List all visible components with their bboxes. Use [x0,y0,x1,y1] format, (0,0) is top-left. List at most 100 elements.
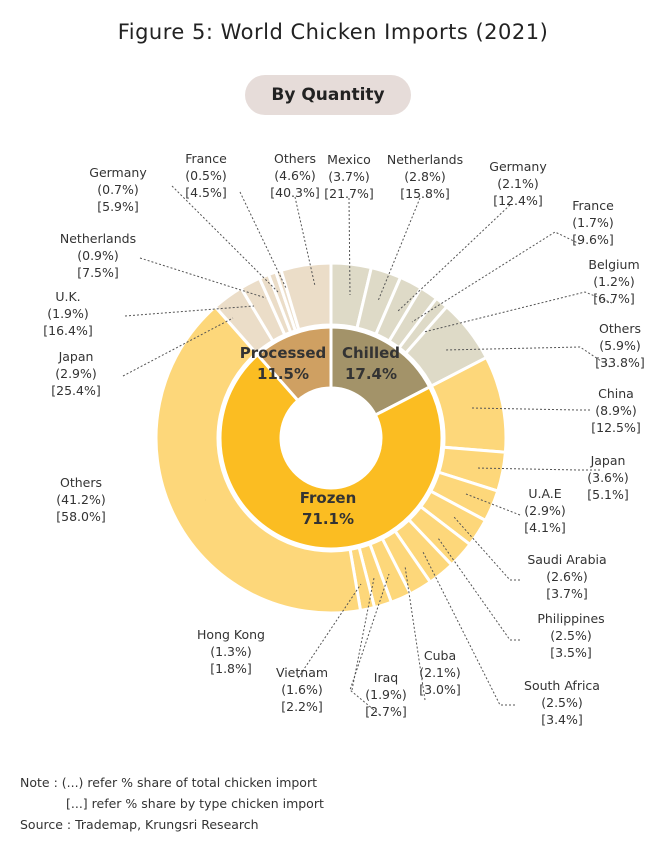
leader-chilled-others [444,346,611,368]
label-processed-germany: Germany (0.7%) [5.9%] [89,165,147,214]
label-line: U.K. [55,289,80,304]
leader-processed-japan [122,317,234,377]
label-line: [9.6%] [572,232,614,247]
leader-frozen-china [471,407,590,411]
leader-processed-germany [171,185,279,293]
label-frozen-japan: Japan (3.6%) [5.1%] [587,453,629,502]
label-line: [3.5%] [550,645,592,660]
label-frozen-saudi-arabia: Saudi Arabia (2.6%) [3.7%] [527,552,606,601]
label-line: [40.3%] [270,185,319,200]
outer-slice-processed-others [279,261,333,332]
label-processed-france: France (0.5%) [4.5%] [185,151,227,200]
leader-frozen-japan [475,467,600,471]
label-chilled-others: Others (5.9%) [33.8%] [595,321,644,370]
label-line: (1.7%) [572,215,614,230]
leader-frozen-philippines [437,537,520,641]
leader-chilled-germany [396,204,511,313]
label-line: (5.9%) [599,338,641,353]
leader-chilled-belgium [423,291,613,333]
leader-frozen-vietnam [351,577,375,691]
leader-processed-others [294,196,316,287]
label-frozen-cuba: Cuba (2.1%) [3.0%] [419,648,461,697]
label-line: (3.6%) [587,470,629,485]
leader-chilled-netherlands [377,197,421,302]
inner-labels: Chilled 17.4% Frozen 71.1% Processed 11.5% [240,344,400,528]
label-line: (2.1%) [419,665,461,680]
inner-label-chilled: Chilled [342,344,400,362]
label-line: (2.8%) [404,169,446,184]
label-line: (4.6%) [274,168,316,183]
label-frozen-vietnam: Vietnam (1.6%) [2.2%] [276,665,328,714]
label-line: (1.9%) [47,306,89,321]
label-line: Others [599,321,641,336]
note-line-1: Note : (...) refer % share of total chic… [20,775,317,790]
leader-frozen-saudi-arabia [453,516,520,581]
label-chilled-germany: Germany (2.1%) [12.4%] [489,159,547,208]
label-processed-netherlands: Netherlands (0.9%) [7.5%] [60,231,136,280]
label-line: (2.5%) [541,695,583,710]
label-line: South Africa [524,678,600,693]
label-line: France [185,151,227,166]
leader-frozen-south-africa [422,551,515,706]
label-line: [3.0%] [419,682,461,697]
inner-value-processed: 11.5% [257,365,309,383]
label-line: [7.5%] [77,265,119,280]
label-line: [12.4%] [493,193,542,208]
label-line: Others [274,151,316,166]
inner-value-frozen: 71.1% [302,510,354,528]
label-line: (2.5%) [550,628,592,643]
label-line: (8.9%) [595,403,637,418]
segment-labels: Mexico (3.7%) [21.7%] Netherlands (2.8%) [15.… [43,151,644,727]
label-line: (1.2%) [593,274,635,289]
label-chilled-belgium: Belgium (1.2%) [6.7%] [588,257,639,306]
label-line: (0.5%) [185,168,227,183]
subtitle-pill: By Quantity [245,75,411,115]
label-line: (0.9%) [77,248,119,263]
label-processed-japan: Japan (2.9%) [25.4%] [51,349,100,398]
inner-label-frozen: Frozen [300,489,357,507]
label-line: Saudi Arabia [527,552,606,567]
outer-ring [154,261,508,615]
leader-frozen-cuba [404,565,426,701]
label-line: Japan [590,453,626,468]
label-line: (1.9%) [365,687,407,702]
leader-frozen-u-a-e [465,493,521,516]
label-frozen-u-a-e: U.A.E (2.9%) [4.1%] [524,486,566,535]
label-line: [58.0%] [56,509,105,524]
label-processed-others: Others (4.6%) [40.3%] [270,151,319,200]
label-line: Cuba [424,648,456,663]
outer-slice-frozen-others [154,304,363,615]
footnote: Note : (...) refer % share of total chic… [20,772,324,835]
label-line: (2.6%) [546,569,588,584]
label-line: China [598,386,634,401]
leader-processed-france [239,191,287,289]
label-line: [15.8%] [400,186,449,201]
label-line: Netherlands [60,231,136,246]
leader-chilled-france [411,231,581,323]
label-frozen-iraq: Iraq (1.9%) [2.7%] [365,670,407,719]
label-line: [33.8%] [595,355,644,370]
note-line-2: [...] refer % share by type chicken impo… [66,796,324,811]
label-line: [2.7%] [365,704,407,719]
chart-title: Figure 5: World Chicken Imports (2021) [117,20,549,44]
label-line: Belgium [588,257,639,272]
label-line: [4.5%] [185,185,227,200]
inner-label-processed: Processed [240,344,327,362]
leader-lines [122,185,613,716]
label-line: (2.1%) [497,176,539,191]
label-line: U.A.E [528,486,561,501]
label-line: [5.1%] [587,487,629,502]
leader-processed-u-k [124,305,255,317]
source-line: Source : Trademap, Krungsri Research [20,817,259,832]
label-line: (3.7%) [328,169,370,184]
label-line: [2.2%] [281,699,323,714]
label-line: Germany [89,165,147,180]
label-line: Hong Kong [197,627,265,642]
label-line: (41.2%) [56,492,105,507]
label-chilled-mexico: Mexico (3.7%) [21.7%] [324,152,373,201]
leader-frozen-iraq [349,573,390,716]
inner-slice-processed [255,325,333,403]
label-line: Germany [489,159,547,174]
label-line: Vietnam [276,665,328,680]
